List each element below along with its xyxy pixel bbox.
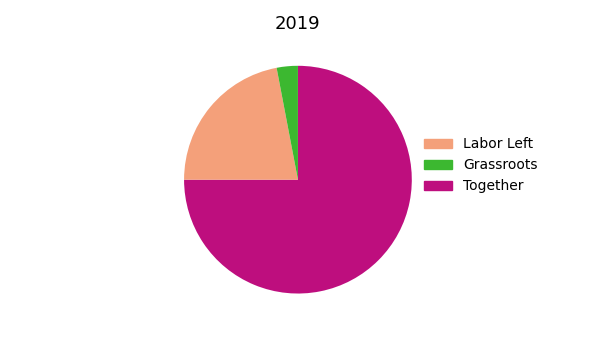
Title: 2019: 2019: [275, 15, 320, 33]
Legend: Labor Left, Grassroots, Together: Labor Left, Grassroots, Together: [419, 132, 543, 199]
Wedge shape: [184, 66, 412, 294]
Wedge shape: [277, 66, 298, 180]
Wedge shape: [184, 68, 298, 180]
